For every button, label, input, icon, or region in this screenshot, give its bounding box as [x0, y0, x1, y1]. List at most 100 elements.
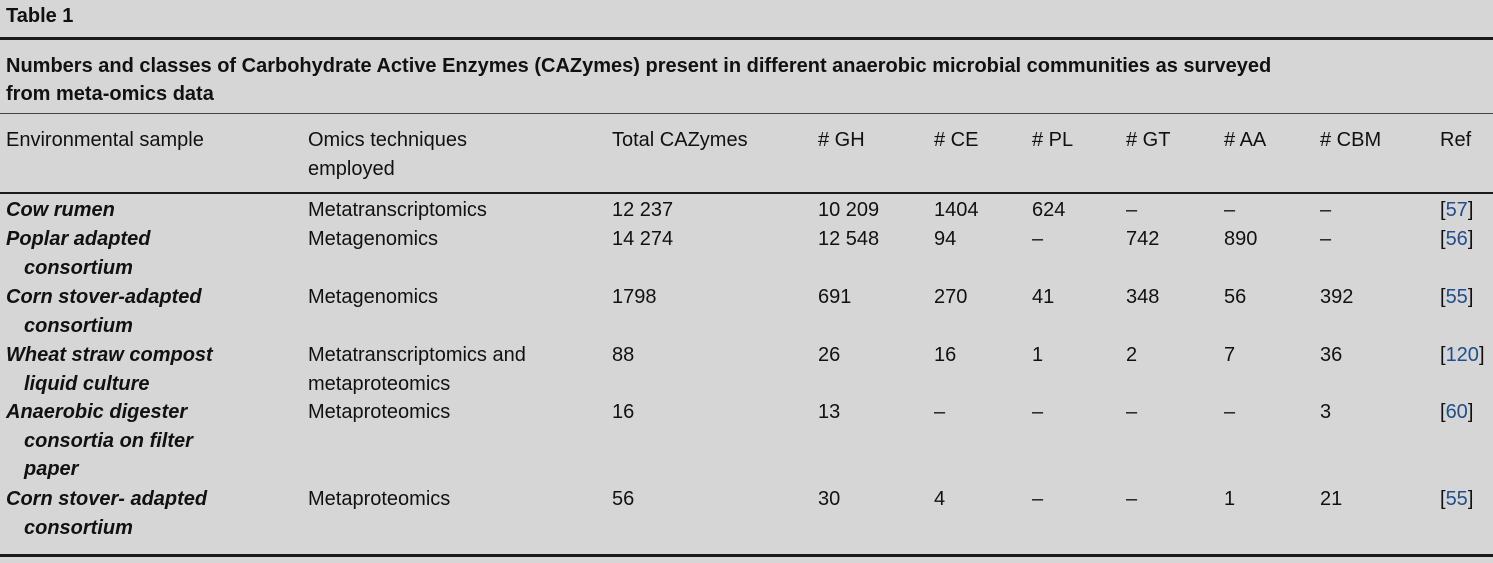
- ref-bracket-open: [: [1440, 401, 1446, 423]
- cell-ce: 270: [934, 286, 968, 308]
- cell-pl: –: [1032, 488, 1044, 510]
- omics-line: Metatranscriptomics: [308, 199, 487, 221]
- cell-ce: 16: [934, 344, 957, 366]
- header-environmental-sample: Environmental sample: [6, 129, 204, 151]
- omics-line: Metagenomics: [308, 286, 439, 308]
- reference-link[interactable]: 120: [1445, 344, 1479, 366]
- omics-line: Metaproteomics: [308, 401, 451, 423]
- cell-aa: 890: [1224, 228, 1258, 250]
- cell-gh: 26: [818, 344, 841, 366]
- cell-ref: [56]: [1440, 225, 1473, 254]
- cell-ref: [57]: [1440, 196, 1473, 225]
- ref-bracket-open: [: [1440, 286, 1446, 308]
- sample-line: Poplar adapted: [6, 228, 151, 250]
- header-ref: Ref: [1440, 129, 1472, 151]
- caption-rule: [0, 113, 1493, 114]
- cell-ref: [60]: [1440, 398, 1473, 427]
- cell-gh: 30: [818, 488, 841, 510]
- omics-line: metaproteomics: [308, 372, 451, 395]
- ref-bracket-close: ]: [1478, 344, 1485, 366]
- ref-bracket-close: ]: [1467, 228, 1474, 250]
- cell-total: 56: [612, 488, 635, 510]
- cell-aa: 1: [1224, 488, 1236, 510]
- cell-cbm: –: [1320, 199, 1332, 221]
- cell-pl: 1: [1032, 344, 1044, 366]
- cell-ce: –: [934, 401, 946, 423]
- cell-ce: 4: [934, 488, 946, 510]
- sample-line: liquid culture: [24, 372, 150, 395]
- cell-environmental-sample: Corn stover- adapted consortium: [6, 485, 207, 542]
- sample-line: Cow rumen: [6, 199, 115, 221]
- ref-bracket-close: ]: [1467, 401, 1474, 423]
- caption-line-1: Numbers and classes of Carbohydrate Acti…: [6, 55, 1272, 77]
- cell-aa: –: [1224, 199, 1236, 221]
- cell-aa: 56: [1224, 286, 1247, 308]
- cell-environmental-sample: Corn stover-adapted consortium: [6, 283, 202, 340]
- omics-line: Metatranscriptomics and: [308, 344, 526, 366]
- sample-line: Wheat straw compost: [6, 344, 213, 366]
- cell-cbm: 3: [1320, 401, 1332, 423]
- reference-link[interactable]: 55: [1445, 286, 1468, 308]
- caption-line-2: from meta-omics data: [6, 83, 214, 105]
- cell-gh: 13: [818, 401, 841, 423]
- header-total-cazymes: Total CAZymes: [612, 129, 748, 151]
- cell-environmental-sample: Poplar adapted consortium: [6, 225, 150, 282]
- ref-bracket-open: [: [1440, 199, 1446, 221]
- cell-total: 1798: [612, 286, 657, 308]
- cell-total: 16: [612, 401, 635, 423]
- cell-ref: [55]: [1440, 283, 1473, 312]
- cell-gh: 12 548: [818, 228, 880, 250]
- sample-line: Corn stover- adapted: [6, 488, 208, 510]
- cell-cbm: –: [1320, 228, 1332, 250]
- ref-bracket-close: ]: [1467, 199, 1474, 221]
- sample-line: Anaerobic digester: [6, 401, 188, 423]
- cell-pl: 624: [1032, 199, 1066, 221]
- cell-pl: 41: [1032, 286, 1055, 308]
- header-omics-line-2: employed: [308, 157, 395, 180]
- cell-environmental-sample: Anaerobic digester consortia on filter pap…: [6, 398, 193, 484]
- cell-gh: 10 209: [818, 199, 880, 221]
- cell-ce: 94: [934, 228, 957, 250]
- header-gh: # GH: [818, 129, 865, 151]
- cell-omics-technique: Metatranscriptomics and metaproteomics: [308, 341, 526, 398]
- cell-cbm: 21: [1320, 488, 1343, 510]
- ref-bracket-open: [: [1440, 344, 1446, 366]
- cell-gt: –: [1126, 401, 1138, 423]
- cell-aa: –: [1224, 401, 1236, 423]
- cell-total: 88: [612, 344, 635, 366]
- cell-total: 12 237: [612, 199, 674, 221]
- cell-total: 14 274: [612, 228, 674, 250]
- reference-link[interactable]: 60: [1445, 401, 1468, 423]
- cell-gt: 348: [1126, 286, 1160, 308]
- cell-omics-technique: Metaproteomics: [308, 485, 450, 514]
- reference-link[interactable]: 57: [1445, 199, 1468, 221]
- table-label: Table 1: [6, 5, 74, 27]
- header-rule: [0, 192, 1493, 194]
- reference-link[interactable]: 56: [1445, 228, 1468, 250]
- top-rule: [0, 37, 1493, 40]
- cell-pl: –: [1032, 401, 1044, 423]
- cell-gt: 2: [1126, 344, 1138, 366]
- header-omics-line-1: Omics techniques: [308, 129, 467, 151]
- header-omics-techniques: Omics techniques employed: [308, 126, 467, 183]
- table-caption: Numbers and classes of Carbohydrate Acti…: [6, 52, 1490, 108]
- cell-ce: 1404: [934, 199, 979, 221]
- bottom-rule: [0, 554, 1493, 557]
- cell-environmental-sample: Wheat straw compost liquid culture: [6, 341, 213, 398]
- omics-line: Metaproteomics: [308, 488, 451, 510]
- sample-line: consortium: [24, 256, 133, 279]
- cell-pl: –: [1032, 228, 1044, 250]
- cell-cbm: 392: [1320, 286, 1354, 308]
- omics-line: Metagenomics: [308, 228, 439, 250]
- sample-line: consortium: [24, 516, 133, 539]
- sample-line: consortium: [24, 314, 133, 337]
- header-gt: # GT: [1126, 129, 1171, 151]
- header-pl: # PL: [1032, 129, 1074, 151]
- cell-omics-technique: Metagenomics: [308, 225, 438, 254]
- cell-gt: –: [1126, 199, 1138, 221]
- reference-link[interactable]: 55: [1445, 488, 1468, 510]
- ref-bracket-open: [: [1440, 228, 1446, 250]
- cell-omics-technique: Metatranscriptomics: [308, 196, 487, 225]
- cell-ref: [120]: [1440, 341, 1485, 370]
- ref-bracket-close: ]: [1467, 488, 1474, 510]
